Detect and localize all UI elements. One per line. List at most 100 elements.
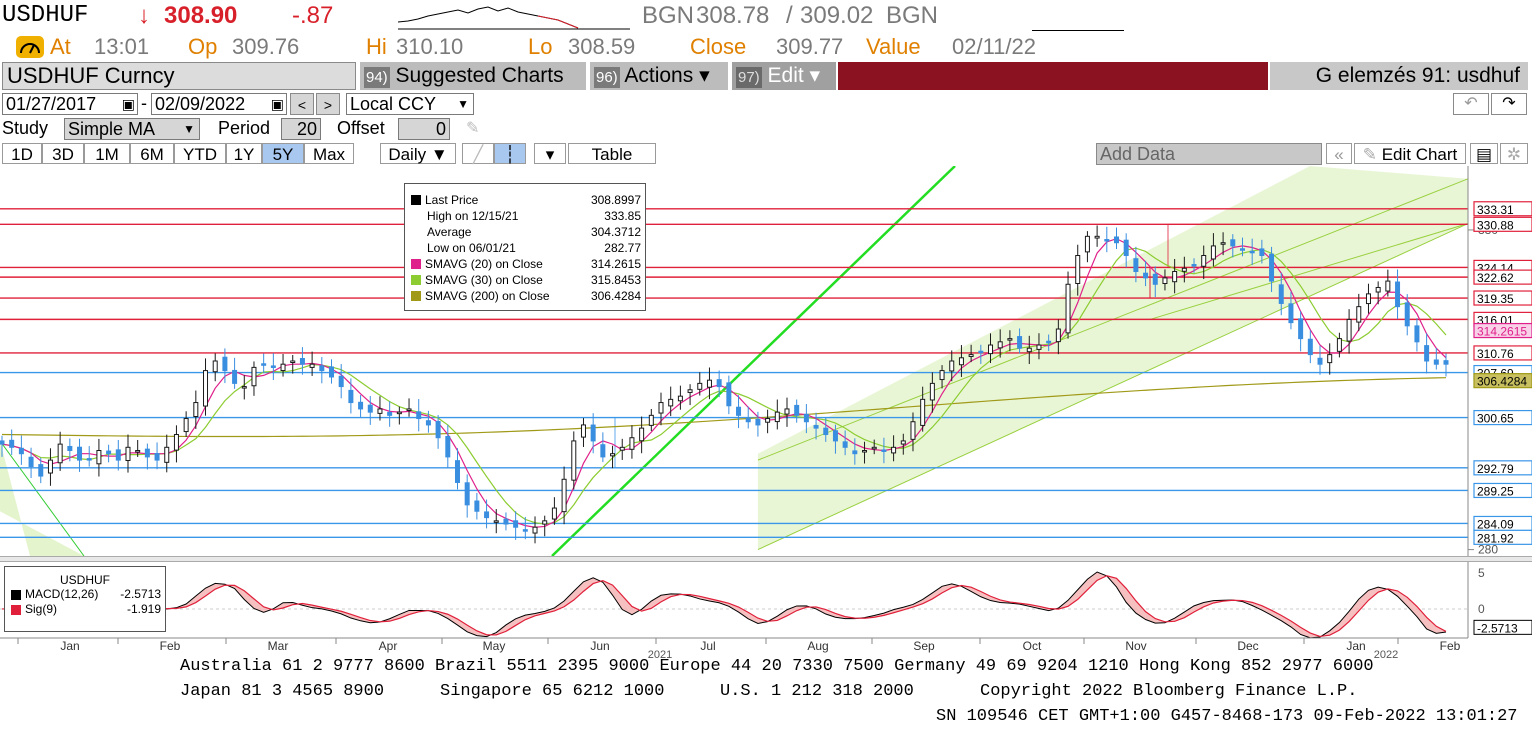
trend-channel (757, 166, 1468, 550)
study-select[interactable]: Simple MA ▼ (64, 118, 200, 140)
redo-icon[interactable]: ↷ (1491, 93, 1527, 115)
level-tag (1473, 322, 1532, 339)
candle-body (251, 366, 257, 387)
add-data-input[interactable]: Add Data (1096, 143, 1322, 165)
footer-copyright: Copyright 2022 Bloomberg Finance L.P. (980, 682, 1358, 701)
candle-body (1152, 273, 1158, 285)
candle-body (1113, 236, 1119, 244)
candle-body (958, 357, 964, 366)
level-tag (1473, 529, 1532, 545)
pencil-icon[interactable]: ✎ (466, 120, 480, 137)
candle-body (706, 379, 712, 388)
candle-body (406, 408, 412, 411)
study-label: Study (2, 118, 49, 138)
range-button-5y[interactable]: 5Y (262, 143, 304, 164)
actions-button[interactable]: 96) Actions ▾ (590, 62, 728, 90)
candle-body (164, 446, 170, 463)
candle-body (862, 450, 868, 453)
candle-body (803, 413, 809, 423)
candle-body (532, 526, 538, 534)
candle-body (135, 450, 141, 453)
candle-body (561, 478, 567, 513)
last-price: 308.90 (164, 2, 238, 29)
period-label: Period (218, 118, 271, 138)
candle-chart-icon[interactable]: ┆ (494, 143, 526, 164)
macd-last-tag-label: -2.5713 (1477, 621, 1518, 635)
candle-body (1385, 280, 1391, 292)
start-date-field[interactable]: 01/27/2017 ▣ (2, 93, 138, 115)
candle-body (1084, 235, 1090, 253)
price-change: -.87 (292, 2, 334, 29)
next-arrow-icon[interactable]: > (316, 93, 340, 115)
date-dash: - (141, 93, 147, 113)
macd-line (2, 571, 1447, 639)
edit-chart-button[interactable]: ✎ Edit Chart (1354, 143, 1466, 164)
macd-chart[interactable]: 5 0 -2.5713 Jan Feb Mar Apr May Jun Jul Aug Sep Oct N… (0, 562, 1532, 658)
candle-body (774, 411, 780, 423)
legend-swatch (411, 195, 421, 205)
security-field[interactable]: USDHUF Curncy (2, 62, 356, 90)
speedometer-icon[interactable] (16, 36, 44, 58)
collapse-icon[interactable]: « (1326, 143, 1352, 164)
toolbar-spacer (838, 62, 1268, 90)
range-button-1y[interactable]: 1Y (226, 143, 262, 164)
range-button-max[interactable]: Max (304, 143, 354, 164)
candle-body (920, 398, 926, 426)
undo-icon[interactable]: ↶ (1453, 93, 1489, 115)
end-date-field[interactable]: 02/09/2022 ▣ (151, 93, 287, 115)
chart-settings-icon[interactable]: ▤ (1470, 143, 1498, 164)
legend-label: High on 12/15/21 (427, 209, 519, 223)
level-tag (1473, 201, 1532, 217)
suggested-charts-button[interactable]: 94) Suggested Charts (360, 62, 586, 90)
value-date: 02/11/22 (952, 34, 1037, 59)
candle-body (348, 389, 354, 404)
candle-body (1424, 345, 1430, 362)
candle-body (261, 363, 267, 366)
edit-button[interactable]: 97) Edit ▾ (732, 62, 836, 90)
frequency-select[interactable]: Daily ▼ (380, 143, 456, 164)
range-button-1d[interactable]: 1D (2, 143, 42, 164)
range-button-1m[interactable]: 1M (84, 143, 130, 164)
line-chart-icon[interactable]: ╱ (462, 143, 494, 164)
offset-input[interactable]: 0 (398, 118, 450, 140)
candle-body (154, 453, 160, 461)
table-button[interactable]: Table (568, 143, 656, 164)
candle-body (1375, 286, 1381, 293)
price-chart[interactable]: 280330333.31330.88324.14322.62319.35316.… (0, 166, 1532, 556)
candle-body (1017, 336, 1023, 349)
range-button-ytd[interactable]: YTD (174, 143, 226, 164)
gear-icon[interactable]: ✲ (1500, 143, 1528, 164)
panel-divider[interactable] (0, 556, 1532, 562)
sma30-line (1, 247, 1447, 525)
level-tag (1473, 482, 1532, 499)
edit-label: Edit ▾ (767, 64, 821, 87)
range-button-3d[interactable]: 3D (42, 143, 84, 164)
chart-type-dropdown[interactable]: ▾ (534, 143, 566, 164)
candle-body (881, 449, 887, 452)
candle-body (212, 360, 218, 373)
candle-body (900, 440, 906, 445)
year-label: 2021 (648, 649, 672, 658)
range-button-6m[interactable]: 6M (130, 143, 174, 164)
candle-body (571, 440, 577, 481)
candle-body (38, 464, 44, 477)
previous-arrow-icon[interactable]: < (290, 93, 314, 115)
candle-body (648, 414, 654, 426)
calendar-icon[interactable]: ▣ (270, 96, 284, 112)
legend-value: 314.2615 (590, 257, 641, 271)
legend-value: 306.4284 (590, 289, 641, 303)
legend-row: SMAVG (20) on Close 314.2615 (411, 256, 641, 272)
level-tag (1473, 345, 1532, 361)
candle-body (716, 379, 722, 388)
at-time: 13:01 (94, 34, 150, 59)
period-input[interactable]: 20 (281, 118, 321, 140)
level-tag (1473, 269, 1532, 285)
candle-body (697, 382, 703, 390)
macd-legend-row: Sig(9) -1.919 (11, 602, 161, 617)
month-label: May (483, 639, 506, 653)
macd-plot-area (0, 562, 1468, 658)
candle-body (1433, 359, 1439, 365)
candle-body (203, 370, 209, 407)
currency-select[interactable]: Local CCY ▼ (346, 93, 474, 115)
calendar-icon[interactable]: ▣ (121, 96, 135, 112)
